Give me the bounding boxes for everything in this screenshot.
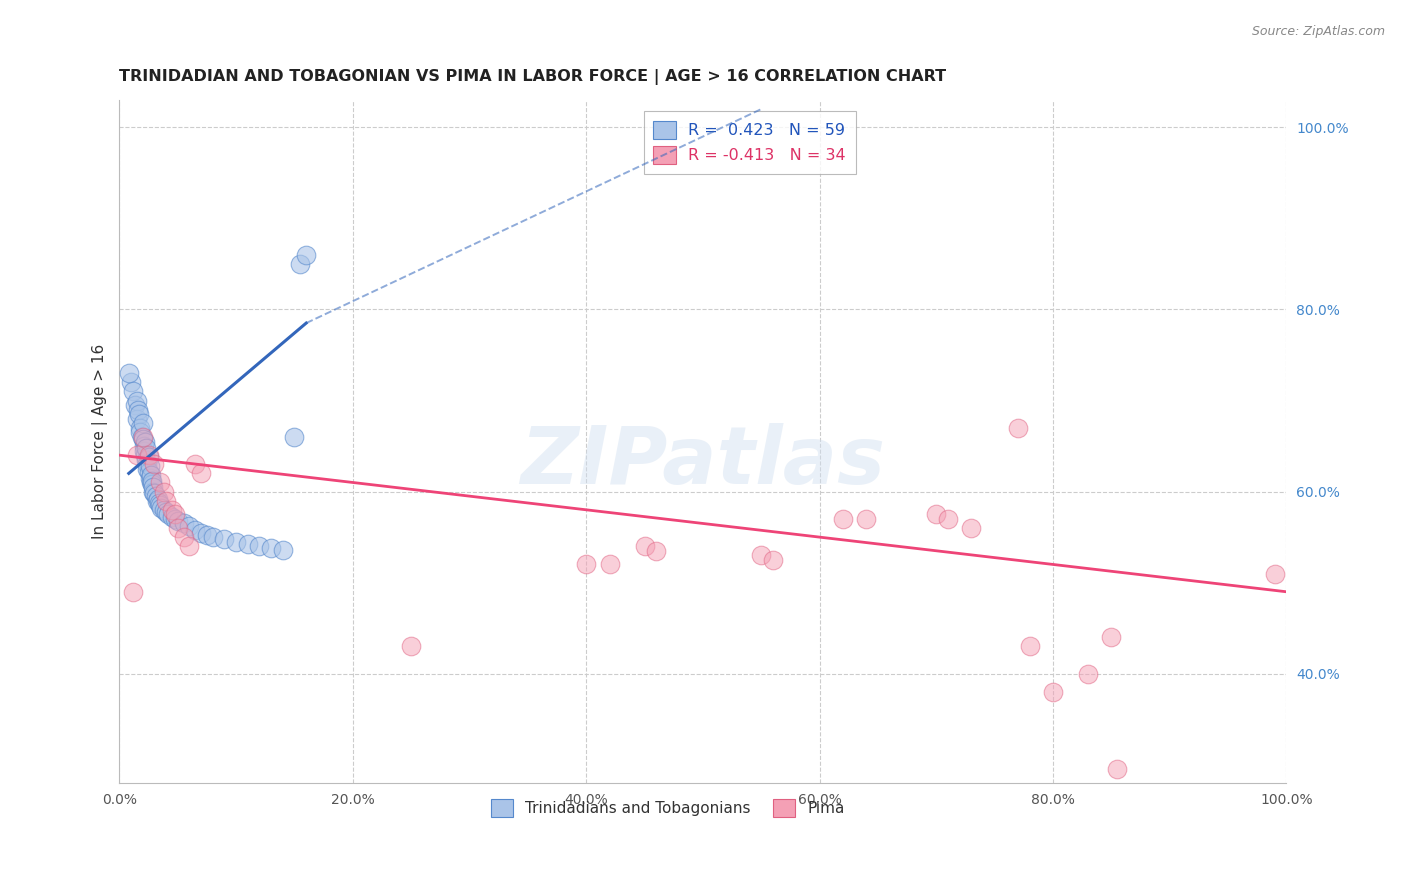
- Point: [762, 553, 785, 567]
- Point: [260, 541, 283, 555]
- Point: [131, 430, 153, 444]
- Point: [190, 525, 212, 540]
- Point: [120, 376, 142, 390]
- Point: [201, 530, 224, 544]
- Point: [155, 505, 177, 519]
- Point: [236, 537, 259, 551]
- Legend: Trinidadians and Tobagonians, Pima: Trinidadians and Tobagonians, Pima: [485, 793, 851, 823]
- Point: [150, 500, 173, 515]
- Point: [160, 503, 183, 517]
- Point: [1077, 666, 1099, 681]
- Point: [139, 468, 162, 483]
- Point: [1107, 763, 1129, 777]
- Point: [149, 498, 172, 512]
- Point: [139, 471, 162, 485]
- Point: [165, 512, 187, 526]
- Point: [749, 549, 772, 563]
- Point: [138, 465, 160, 479]
- Point: [166, 521, 188, 535]
- Point: [134, 448, 156, 462]
- Point: [1042, 685, 1064, 699]
- Point: [132, 432, 155, 446]
- Point: [134, 434, 156, 449]
- Point: [149, 475, 172, 490]
- Point: [125, 448, 148, 462]
- Point: [599, 558, 621, 572]
- Point: [184, 523, 207, 537]
- Point: [142, 484, 165, 499]
- Point: [157, 508, 180, 522]
- Point: [136, 462, 159, 476]
- Point: [1099, 630, 1122, 644]
- Point: [271, 542, 294, 557]
- Point: [129, 421, 152, 435]
- Point: [125, 393, 148, 408]
- Point: [173, 516, 195, 531]
- Point: [925, 508, 948, 522]
- Point: [290, 257, 312, 271]
- Point: [146, 491, 169, 506]
- Point: [124, 398, 146, 412]
- Point: [143, 457, 166, 471]
- Point: [152, 484, 174, 499]
- Point: [960, 521, 983, 535]
- Point: [145, 489, 167, 503]
- Point: [399, 640, 422, 654]
- Point: [125, 411, 148, 425]
- Point: [283, 430, 305, 444]
- Point: [1264, 566, 1286, 581]
- Point: [128, 407, 150, 421]
- Point: [148, 495, 170, 509]
- Point: [633, 539, 655, 553]
- Point: [165, 508, 187, 522]
- Point: [214, 532, 236, 546]
- Point: [225, 534, 247, 549]
- Point: [146, 493, 169, 508]
- Point: [142, 480, 165, 494]
- Point: [166, 514, 188, 528]
- Point: [855, 512, 877, 526]
- Point: [179, 519, 201, 533]
- Point: [143, 486, 166, 500]
- Point: [139, 475, 162, 490]
- Text: Source: ZipAtlas.com: Source: ZipAtlas.com: [1251, 25, 1385, 38]
- Point: [136, 457, 159, 471]
- Point: [141, 477, 163, 491]
- Point: [155, 493, 177, 508]
- Point: [127, 402, 149, 417]
- Point: [135, 452, 157, 467]
- Point: [138, 448, 160, 462]
- Y-axis label: In Labor Force | Age > 16: In Labor Force | Age > 16: [93, 344, 108, 539]
- Point: [122, 384, 145, 399]
- Point: [1007, 421, 1029, 435]
- Point: [132, 439, 155, 453]
- Point: [832, 512, 855, 526]
- Point: [184, 457, 207, 471]
- Point: [141, 474, 163, 488]
- Point: [132, 443, 155, 458]
- Point: [152, 503, 174, 517]
- Point: [1018, 640, 1040, 654]
- Text: TRINIDADIAN AND TOBAGONIAN VS PIMA IN LABOR FORCE | AGE > 16 CORRELATION CHART: TRINIDADIAN AND TOBAGONIAN VS PIMA IN LA…: [120, 69, 946, 85]
- Point: [132, 417, 155, 431]
- Point: [645, 543, 668, 558]
- Point: [122, 584, 145, 599]
- Point: [190, 467, 212, 481]
- Point: [138, 450, 160, 464]
- Point: [295, 248, 318, 262]
- Point: [195, 528, 218, 542]
- Point: [132, 430, 155, 444]
- Point: [139, 459, 162, 474]
- Point: [135, 441, 157, 455]
- Point: [160, 510, 183, 524]
- Point: [249, 539, 271, 553]
- Point: [936, 512, 959, 526]
- Text: ZIPatlas: ZIPatlas: [520, 423, 886, 501]
- Point: [173, 530, 195, 544]
- Point: [118, 366, 141, 380]
- Point: [179, 539, 201, 553]
- Point: [129, 425, 152, 440]
- Point: [575, 558, 598, 572]
